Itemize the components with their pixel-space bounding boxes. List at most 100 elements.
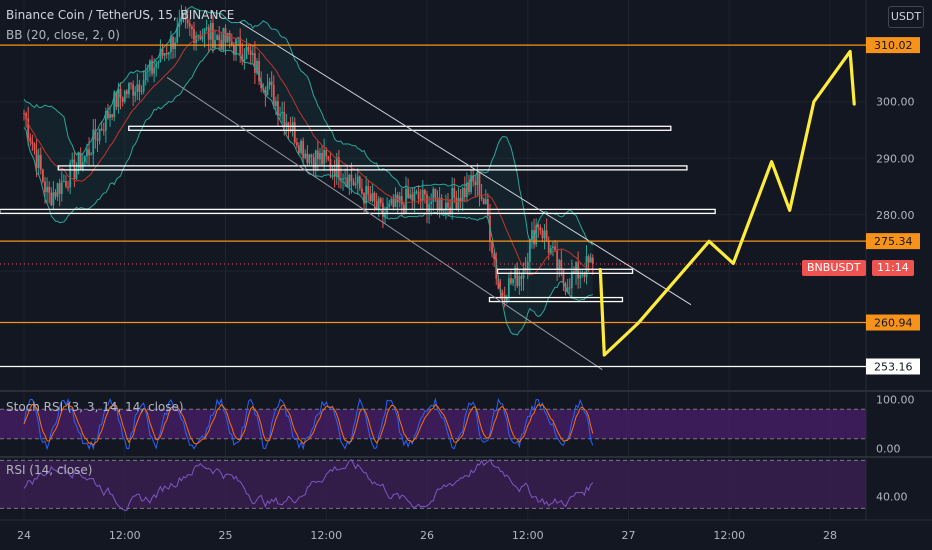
candle-body bbox=[71, 159, 74, 163]
candle-body bbox=[300, 140, 302, 154]
candle-body bbox=[134, 91, 137, 96]
candle-body bbox=[384, 213, 386, 217]
price-level-tag bbox=[866, 314, 920, 331]
candle-body bbox=[585, 256, 588, 277]
stoch-y-tick-label: 0.00 bbox=[876, 443, 901, 456]
rsi-legend: RSI (14, close) bbox=[6, 463, 93, 477]
candle-body bbox=[358, 176, 361, 189]
candle-body bbox=[216, 35, 219, 41]
candle-body bbox=[256, 61, 258, 73]
candle-body bbox=[121, 97, 124, 102]
candle-body bbox=[130, 83, 132, 85]
candle-body bbox=[67, 186, 69, 188]
candle-body bbox=[352, 181, 355, 186]
candle-body bbox=[560, 259, 563, 269]
candle-body bbox=[203, 28, 206, 36]
candle-body bbox=[62, 181, 65, 183]
candle-body bbox=[65, 181, 67, 187]
candle-body bbox=[428, 203, 430, 212]
candle-body bbox=[222, 27, 225, 50]
bb-fill bbox=[24, 6, 593, 336]
candle-body bbox=[424, 189, 426, 195]
candle-body bbox=[444, 202, 447, 211]
candle-body bbox=[176, 27, 179, 43]
candle-body bbox=[98, 128, 101, 141]
candle-body bbox=[335, 157, 338, 177]
candle-body bbox=[247, 46, 250, 51]
candle-body bbox=[434, 188, 437, 198]
candle-body bbox=[323, 150, 326, 165]
candle-body bbox=[170, 36, 172, 53]
candle-body bbox=[363, 193, 365, 204]
candle-body bbox=[426, 194, 428, 212]
symbol-price-tag: BNBUSDT bbox=[802, 260, 866, 276]
candle-body bbox=[587, 256, 590, 263]
candle-body bbox=[52, 192, 55, 206]
candle-body bbox=[455, 197, 458, 209]
candle-body bbox=[342, 178, 344, 180]
candle-body bbox=[367, 186, 370, 195]
candle-body bbox=[348, 174, 351, 187]
candle-body bbox=[205, 27, 208, 29]
candle-body bbox=[449, 207, 451, 214]
candle-body bbox=[132, 84, 135, 96]
bb-upper-band bbox=[23, 5, 594, 246]
candle-body bbox=[165, 53, 168, 55]
candle-body bbox=[333, 168, 336, 177]
stoch-y-tick-label: 100.00 bbox=[876, 393, 915, 406]
candle-body bbox=[258, 61, 260, 82]
candle-body bbox=[180, 16, 183, 22]
candle-body bbox=[191, 26, 193, 30]
candle-body bbox=[163, 53, 166, 56]
candle-body bbox=[535, 224, 538, 245]
stoch-d-line bbox=[23, 402, 594, 446]
candle-body bbox=[566, 287, 569, 293]
candle-body bbox=[459, 197, 462, 202]
candle-body bbox=[377, 198, 380, 210]
candle-body bbox=[484, 199, 487, 205]
candle-body bbox=[79, 153, 82, 171]
candle-body bbox=[251, 53, 254, 56]
candle-body bbox=[476, 172, 479, 186]
candle-body bbox=[117, 88, 120, 108]
candle-body bbox=[46, 186, 48, 193]
candle-body bbox=[115, 91, 118, 108]
candle-body bbox=[161, 48, 164, 56]
rsi-line bbox=[23, 458, 594, 511]
candle-body bbox=[533, 230, 535, 245]
candle-body bbox=[531, 230, 533, 240]
bb-lower-band bbox=[23, 47, 593, 336]
candle-body bbox=[27, 118, 30, 138]
candle-body bbox=[579, 274, 582, 279]
x-tick-label: 12:00 bbox=[713, 529, 745, 542]
candle-body bbox=[69, 162, 72, 188]
candle-body bbox=[316, 150, 319, 160]
candle-body bbox=[568, 287, 571, 289]
candle-body bbox=[442, 210, 445, 212]
candle-body bbox=[54, 192, 57, 197]
candle-body bbox=[575, 262, 577, 274]
candle-body bbox=[526, 261, 529, 271]
candle-body bbox=[474, 181, 477, 186]
candle-body bbox=[295, 142, 298, 146]
candle-body bbox=[128, 83, 130, 95]
candle-body bbox=[340, 178, 342, 180]
candle-body bbox=[472, 175, 475, 182]
candle-body bbox=[440, 197, 443, 212]
candle-body bbox=[243, 59, 246, 62]
stoch-band-fill bbox=[0, 409, 866, 439]
candle-body bbox=[298, 145, 300, 154]
currency-button[interactable]: USDT bbox=[888, 6, 924, 28]
x-tick-label: 28 bbox=[823, 529, 837, 542]
candle-body bbox=[545, 230, 548, 242]
candle-body bbox=[327, 156, 330, 160]
candle-body bbox=[573, 271, 575, 274]
candle-body bbox=[409, 194, 412, 199]
candle-body bbox=[228, 32, 231, 42]
candle-body bbox=[136, 84, 139, 92]
candle-body bbox=[149, 60, 151, 71]
x-tick-label: 12:00 bbox=[512, 529, 544, 542]
trend-line bbox=[239, 21, 692, 306]
